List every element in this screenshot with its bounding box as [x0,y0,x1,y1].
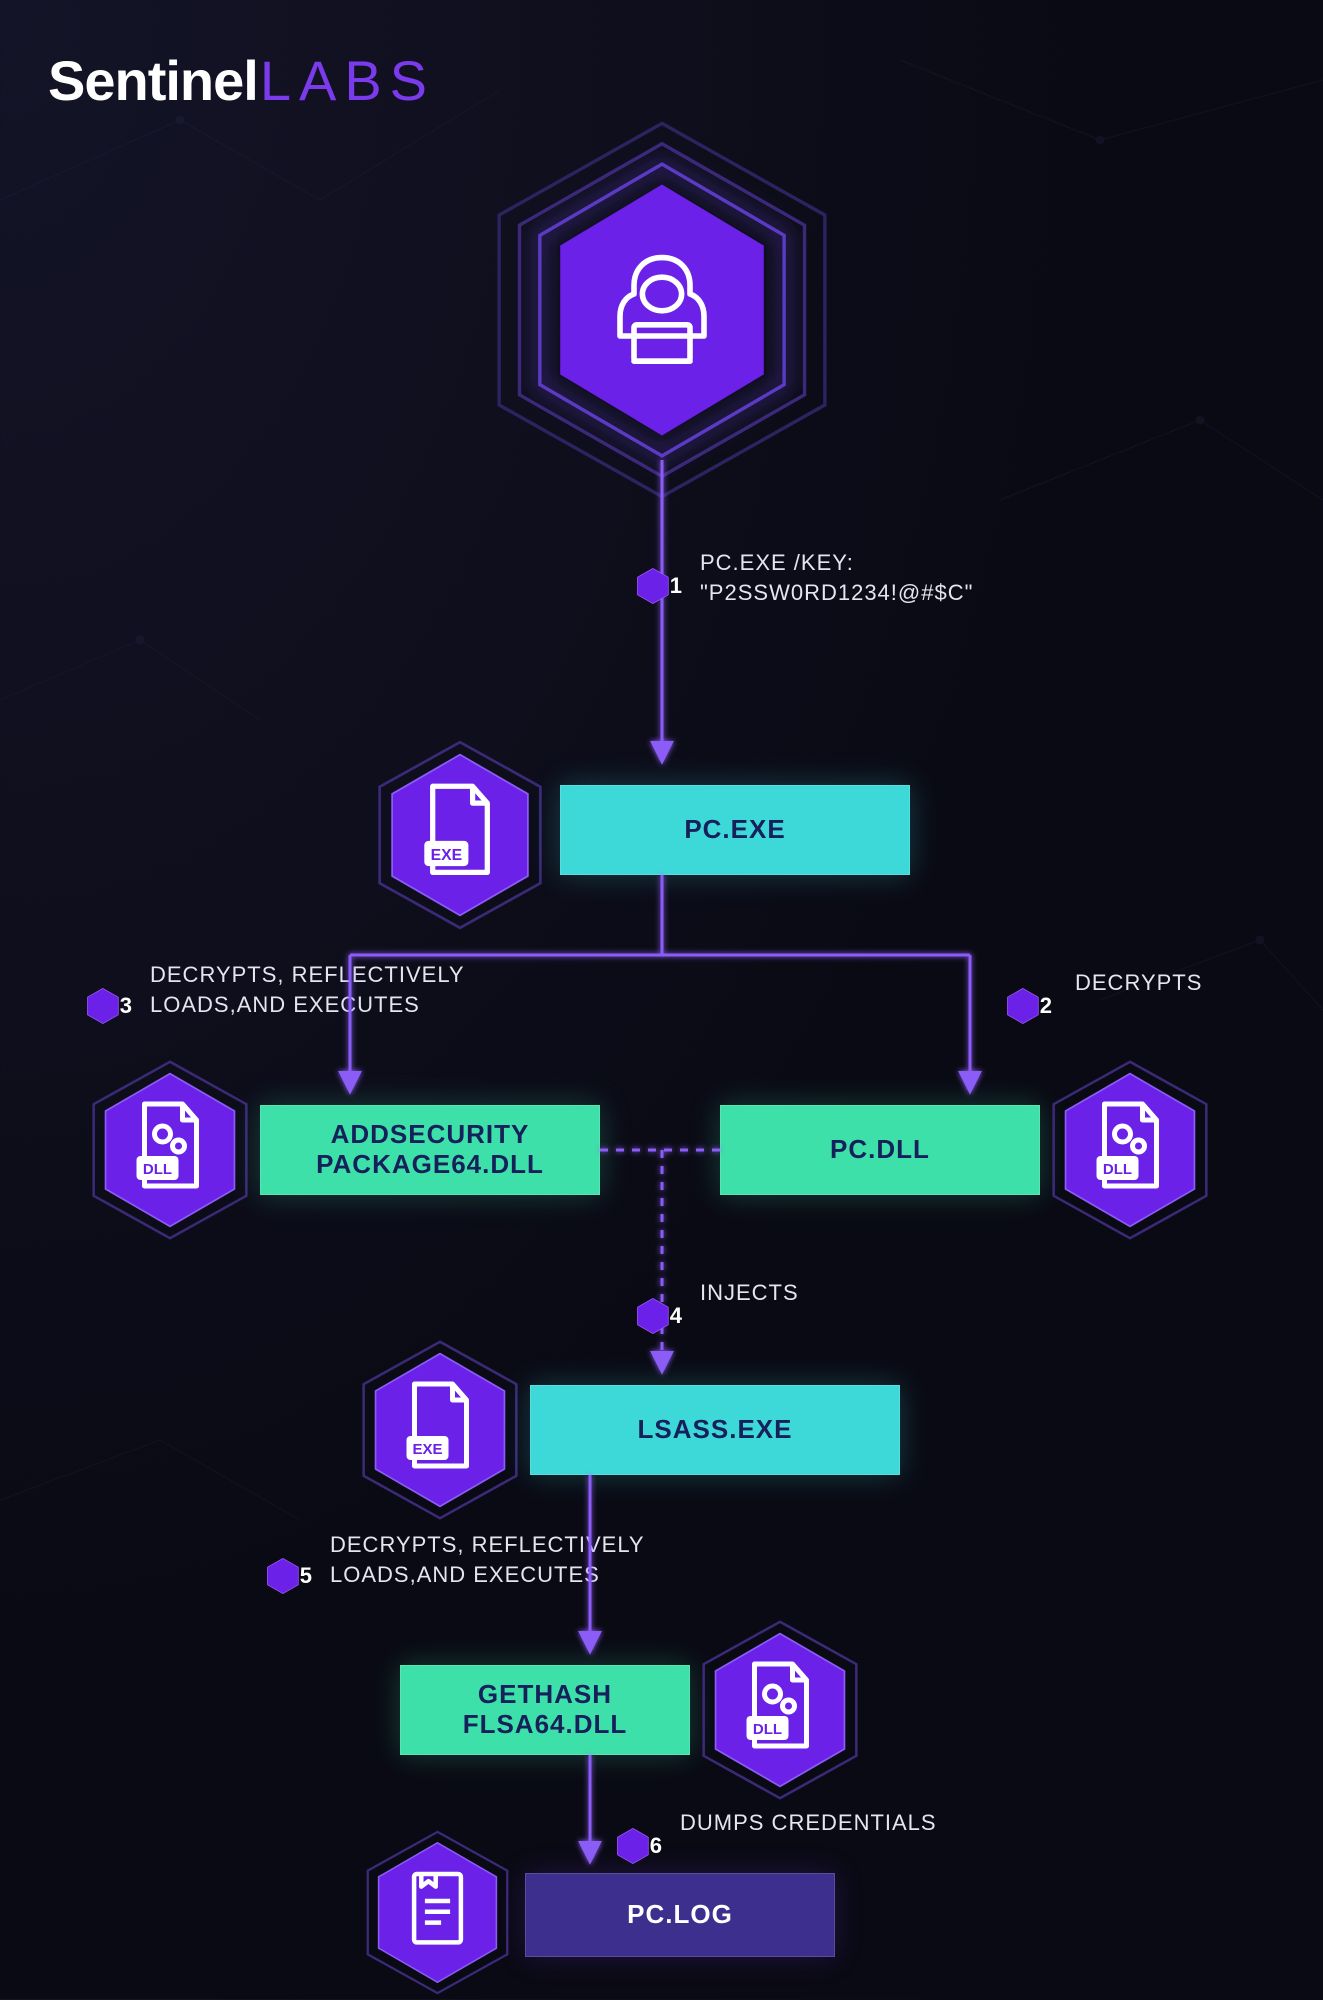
exe-icon: EXE [398,1378,483,1483]
step-text-6: DUMPS CREDENTIALS [680,1808,937,1838]
svg-text:DLL: DLL [142,1161,171,1178]
node-hacker [492,120,832,500]
node-pclog-hex [360,1825,515,2000]
brand-part2: LABS [260,48,435,113]
dll-icon: DLL [1088,1098,1173,1203]
step-badge-5: 5 [266,1550,312,1602]
node-lsass-label: LSASS.EXE [530,1385,900,1475]
dll-icon: DLL [128,1098,213,1203]
hacker-icon [592,238,732,383]
node-pclog-label: PC.LOG [525,1873,835,1957]
log-icon [400,1865,475,1960]
svg-text:EXE: EXE [431,847,462,864]
svg-text:DLL: DLL [752,1721,781,1738]
step-badge-1: 1 [636,560,682,612]
dll-icon: DLL [738,1658,823,1763]
step-badge-2: 2 [1006,980,1052,1032]
step-text-2: DECRYPTS [1075,968,1202,998]
node-pcexe-hex: EXE [370,735,550,935]
exe-icon: EXE [415,780,505,890]
node-addsec-hex: DLL [85,1055,255,1245]
node-pcdll-hex: DLL [1045,1055,1215,1245]
node-gethash-label: GETHASH FLSA64.DLL [400,1665,690,1755]
step-text-1: PC.EXE /KEY: "P2SSW0RD1234!@#$C" [700,548,973,607]
step-badge-6: 6 [616,1820,662,1872]
step-text-4: INJECTS [700,1278,799,1308]
node-addsec-label: ADDSECURITY PACKAGE64.DLL [260,1105,600,1195]
step-text-3: DECRYPTS, REFLECTIVELY LOADS,AND EXECUTE… [150,960,465,1019]
node-gethash-hex: DLL [695,1615,865,1805]
step-badge-3: 3 [86,980,132,1032]
node-lsass-hex: EXE [355,1335,525,1525]
svg-text:DLL: DLL [1102,1161,1131,1178]
node-pcdll-label: PC.DLL [720,1105,1040,1195]
brand-logo: SentinelLABS [48,48,435,113]
brand-part1: Sentinel [48,48,258,113]
step-text-5: DECRYPTS, REFLECTIVELY LOADS,AND EXECUTE… [330,1530,645,1589]
step-badge-4: 4 [636,1290,682,1342]
svg-text:EXE: EXE [412,1441,442,1458]
node-pcexe-label: PC.EXE [560,785,910,875]
